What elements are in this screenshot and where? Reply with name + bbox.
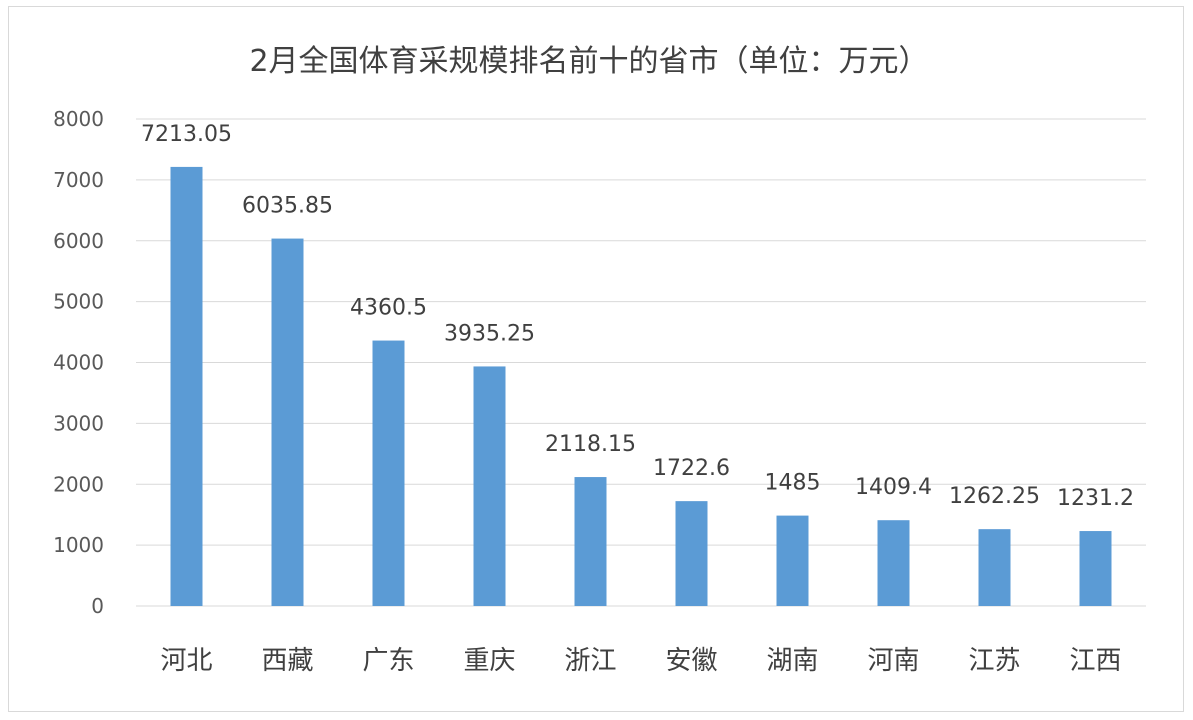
data-label: 1262.25 — [949, 484, 1040, 509]
data-label: 2118.15 — [545, 432, 636, 457]
x-tick-label: 西藏 — [261, 646, 313, 676]
bar-chart: 2月全国体育采规模排名前十的省市（单位：万元） 0 1000 2000 3000 400… — [53, 44, 1146, 676]
data-label: 1409.4 — [855, 475, 932, 500]
data-label: 1722.6 — [653, 456, 730, 481]
y-tick-label: 3000 — [53, 411, 104, 435]
y-tick-label: 7000 — [53, 168, 104, 192]
bar — [1079, 531, 1112, 606]
bar — [170, 166, 203, 606]
data-label: 1231.2 — [1057, 486, 1134, 511]
bar — [978, 529, 1011, 606]
bar — [675, 501, 708, 606]
y-tick-label: 6000 — [53, 229, 104, 253]
data-label: 6035.85 — [242, 194, 333, 219]
data-label: 4360.5 — [350, 296, 427, 321]
y-axis: 0 1000 2000 3000 4000 5000 6000 7000 8000 — [53, 107, 104, 618]
x-tick-label: 广东 — [362, 646, 414, 676]
bar — [372, 340, 405, 606]
bar — [473, 366, 506, 606]
chart-title: 2月全国体育采规模排名前十的省市（单位：万元） — [249, 44, 928, 79]
x-tick-label: 河北 — [160, 646, 212, 676]
x-tick-label: 浙江 — [564, 646, 616, 676]
x-tick-label: 河南 — [867, 646, 919, 676]
x-axis: 河北 西藏 广东 重庆 浙江 安徽 湖南 河南 江苏 江西 — [160, 646, 1121, 676]
y-tick-label: 4000 — [53, 351, 104, 375]
gridlines — [136, 118, 1146, 607]
x-tick-label: 江苏 — [968, 646, 1020, 676]
x-tick-label: 重庆 — [463, 646, 515, 676]
bar — [574, 477, 607, 606]
x-tick-label: 安徽 — [665, 646, 717, 676]
bar — [271, 238, 304, 606]
x-tick-label: 江西 — [1069, 646, 1121, 676]
x-tick-label: 湖南 — [766, 646, 818, 676]
data-label: 3935.25 — [444, 321, 535, 346]
y-tick-label: 5000 — [53, 290, 104, 314]
y-tick-label: 0 — [91, 594, 104, 618]
data-label: 1485 — [765, 471, 821, 496]
y-tick-label: 2000 — [53, 472, 104, 496]
data-labels: 7213.05 6035.85 4360.5 3935.25 2118.15 1722.6… — [141, 122, 1134, 511]
data-label: 7213.05 — [141, 122, 232, 147]
y-tick-label: 1000 — [53, 533, 104, 557]
chart-frame: 2月全国体育采规模排名前十的省市（单位：万元） 0 1000 2000 3000 400… — [8, 6, 1184, 712]
bar — [776, 515, 809, 606]
bars — [170, 166, 1112, 606]
y-tick-label: 8000 — [53, 107, 104, 131]
bar — [877, 520, 910, 606]
